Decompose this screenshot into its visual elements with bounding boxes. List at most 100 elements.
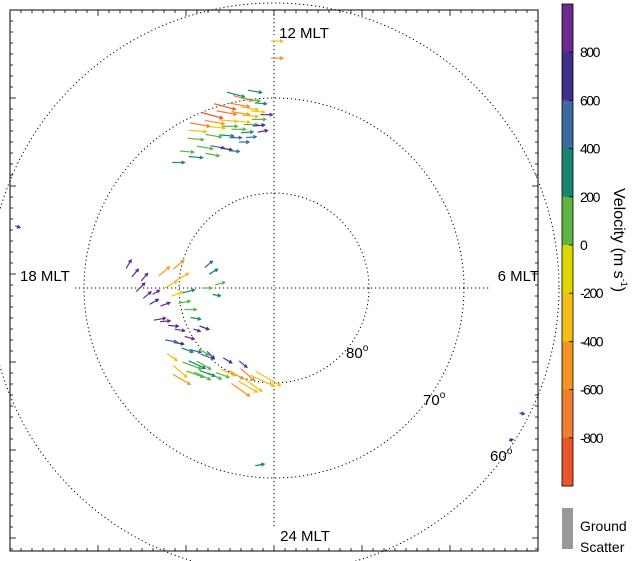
velocity-vector-head <box>509 438 514 443</box>
mlt-label-12: 12 MLT <box>279 25 329 42</box>
velocity-vector <box>247 89 262 94</box>
velocity-vector-head <box>200 137 205 142</box>
velocity-vector <box>166 353 178 361</box>
velocity-vector-head <box>201 365 207 370</box>
velocity-vector <box>196 360 211 370</box>
velocity-vector <box>205 133 222 138</box>
velocity-vector-head <box>263 101 268 106</box>
velocity-vector-head <box>181 160 186 165</box>
colorbar-segment <box>562 245 573 294</box>
velocity-vector-head <box>198 366 203 371</box>
velocity-vector-head <box>232 111 238 116</box>
velocity-vector <box>184 335 195 340</box>
velocity-vector <box>172 259 185 270</box>
colorbar-segment <box>562 4 573 53</box>
velocity-vector <box>153 317 166 321</box>
velocity-vector-head <box>242 127 247 132</box>
velocity-vector-head <box>128 258 132 264</box>
velocity-vector-head <box>173 280 179 285</box>
velocity-vector-head <box>236 149 241 154</box>
lat-label-60: 60o <box>490 446 513 465</box>
velocity-vector <box>176 272 189 281</box>
velocity-vector-head <box>258 90 263 95</box>
colorbar-tick-label: 800 <box>580 44 601 60</box>
velocity-vector <box>182 289 195 294</box>
colorbar-segment <box>562 437 573 487</box>
velocity-vector <box>231 383 250 397</box>
velocity-vector-head <box>252 134 258 139</box>
velocity-vector <box>205 152 220 157</box>
colorbar-tick-label: -800 <box>580 430 604 446</box>
velocity-vector <box>164 339 178 343</box>
velocity-vector-head <box>180 259 185 264</box>
velocity-vector <box>125 259 132 269</box>
velocity-vector <box>199 325 210 330</box>
velocity-vector-head <box>147 291 152 296</box>
velocity-vector <box>215 281 225 286</box>
velocity-vector-head <box>521 411 526 416</box>
velocity-vector-head <box>231 372 236 377</box>
velocity-vector <box>179 150 194 153</box>
velocity-vector <box>255 371 281 387</box>
velocity-vector-head <box>219 115 224 120</box>
velocity-vector <box>252 124 265 127</box>
velocity-vector-head <box>141 282 146 287</box>
velocity-vector <box>255 463 265 467</box>
colorbar-segment <box>562 293 573 342</box>
velocity-vector-head <box>215 153 221 158</box>
velocity-vector-head <box>186 381 192 386</box>
velocity-vector-head <box>258 388 263 392</box>
velocity-vector-head <box>279 56 285 61</box>
velocity-vector-head <box>225 374 231 379</box>
velocity-vector <box>219 134 234 137</box>
ground-scatter-label-line2: Scatter <box>580 539 625 555</box>
ground-scatter-label-line1: Ground <box>580 518 627 534</box>
velocity-vector-head <box>199 155 204 160</box>
velocity-vector-head <box>144 272 149 277</box>
velocity-vector-head <box>162 316 167 321</box>
velocity-vector-head <box>208 285 214 291</box>
mlt-label-24: 24 MLT <box>280 528 330 545</box>
velocity-vector <box>204 260 213 268</box>
velocity-vector-head <box>205 326 211 331</box>
polar-grid <box>0 2 560 561</box>
velocity-vector <box>212 293 221 297</box>
velocity-vector-head <box>211 373 216 378</box>
velocity-vector-head <box>173 357 178 362</box>
velocity-vector-head <box>241 94 246 99</box>
velocity-vector-head <box>173 339 179 344</box>
velocity-vector <box>158 266 170 277</box>
velocity-vector-head <box>16 224 22 229</box>
velocity-vector-head <box>181 328 186 333</box>
grid-labels: 12 MLT 24 MLT 18 MLT 6 MLT 80o 70o 60o <box>20 25 539 545</box>
colorbar-tick-label: 200 <box>580 189 601 205</box>
velocity-vector <box>231 111 250 116</box>
velocity-vector <box>188 155 203 159</box>
velocity-vector-head <box>264 128 269 133</box>
velocity-vector <box>238 360 248 368</box>
velocity-vector <box>199 370 215 377</box>
velocity-vector-head <box>254 107 260 112</box>
velocity-vector <box>172 373 191 385</box>
colorbar-tick-label: -200 <box>580 285 604 301</box>
velocity-vector-head <box>185 272 190 277</box>
velocity-vector <box>206 350 215 359</box>
velocity-vector <box>237 380 258 393</box>
latitude-circle-60 <box>0 2 560 561</box>
colorbar-segment <box>562 148 573 198</box>
velocity-vector-head <box>279 38 285 44</box>
velocity-vector <box>254 102 267 105</box>
velocity-vector-head <box>254 114 260 119</box>
velocity-vector-head <box>211 355 216 360</box>
velocity-vector <box>160 320 171 323</box>
colorbar-tick-label: 600 <box>580 92 601 108</box>
velocity-vector-head <box>209 146 214 151</box>
velocity-vector-head <box>230 133 235 138</box>
velocity-vector-head <box>183 373 188 378</box>
velocity-vector <box>240 106 259 111</box>
velocity-vector <box>241 377 263 392</box>
velocity-vector <box>187 137 204 141</box>
velocity-vector-head <box>238 135 243 140</box>
velocity-vector-head <box>246 104 251 109</box>
